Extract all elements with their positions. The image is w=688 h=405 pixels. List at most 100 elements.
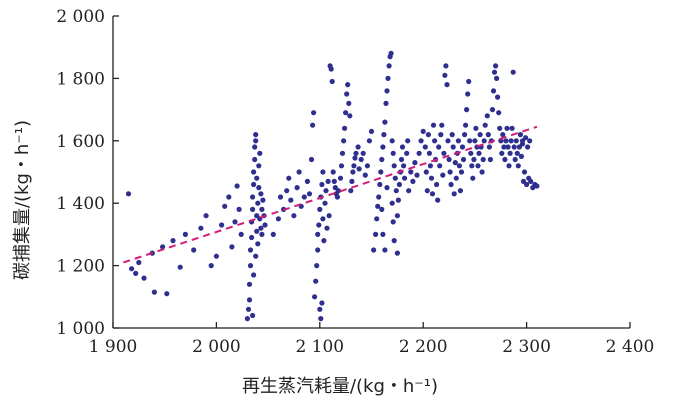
data-point [455, 138, 461, 144]
data-point [236, 206, 242, 212]
data-point [251, 272, 257, 278]
data-point [491, 69, 498, 75]
data-point [465, 91, 471, 97]
data-point [472, 138, 478, 144]
data-point [353, 150, 359, 156]
data-point [257, 150, 263, 156]
data-point [348, 188, 354, 194]
data-point [462, 132, 468, 138]
data-point [125, 191, 132, 197]
data-point [380, 144, 386, 150]
data-point [460, 156, 467, 163]
data-point [330, 169, 336, 175]
data-point [390, 150, 396, 156]
data-point [356, 166, 362, 172]
data-point [441, 150, 447, 156]
data-point [389, 138, 395, 144]
data-point [321, 238, 327, 244]
data-point [471, 156, 477, 163]
data-point [383, 100, 389, 106]
data-point [255, 200, 261, 206]
data-point [351, 163, 357, 169]
data-point [291, 213, 297, 219]
data-point [392, 175, 398, 181]
data-point [324, 225, 330, 231]
data-point [477, 132, 483, 138]
data-point [528, 178, 534, 184]
x-tick-label: 2 300 [502, 337, 551, 357]
data-point [384, 185, 390, 191]
x-tick-label: 2 400 [606, 337, 655, 357]
data-point [260, 197, 266, 203]
data-point [503, 138, 509, 144]
data-point [493, 63, 499, 69]
data-point [524, 181, 530, 188]
data-point [322, 200, 328, 206]
data-point [420, 128, 426, 134]
data-point [259, 206, 265, 212]
data-point [439, 122, 445, 128]
data-point [446, 156, 452, 163]
data-point [326, 213, 332, 219]
data-point [141, 275, 147, 281]
data-point [250, 206, 256, 212]
data-point [486, 144, 492, 150]
data-point [427, 163, 433, 169]
data-point [380, 231, 386, 237]
data-point [469, 163, 475, 169]
data-point [226, 194, 232, 200]
trend-line [123, 125, 538, 264]
data-point [394, 250, 400, 256]
data-point [375, 203, 381, 209]
data-point [253, 132, 259, 138]
data-point [405, 138, 411, 144]
data-point [422, 144, 428, 150]
data-point [250, 194, 256, 200]
data-point [222, 203, 228, 209]
data-point [315, 247, 321, 253]
data-point [430, 122, 437, 128]
data-point [250, 312, 256, 319]
data-point [449, 132, 455, 138]
data-point [485, 132, 491, 138]
data-point [448, 181, 454, 188]
data-point [251, 181, 257, 188]
data-point [317, 206, 323, 212]
data-point [473, 125, 479, 131]
data-point [479, 169, 485, 175]
data-point [208, 263, 214, 269]
data-point [412, 160, 418, 166]
data-point [512, 156, 518, 163]
data-point [497, 125, 503, 131]
data-point [252, 156, 258, 163]
data-point [438, 132, 444, 138]
data-point [388, 50, 394, 57]
data-point [253, 253, 259, 259]
data-point [296, 169, 302, 175]
data-point [401, 163, 407, 169]
data-point [366, 138, 372, 144]
data-point [136, 259, 142, 266]
data-point [527, 138, 533, 144]
data-point [398, 156, 405, 163]
data-point [435, 197, 441, 203]
data-point [337, 175, 344, 181]
data-point [344, 91, 350, 97]
data-point [452, 160, 458, 166]
data-point [482, 122, 488, 128]
data-point [342, 125, 348, 131]
data-point [371, 247, 377, 253]
data-point [501, 144, 507, 150]
data-point [191, 247, 197, 253]
data-point [506, 163, 512, 169]
data-point [232, 219, 238, 225]
y-tick-label: 2 000 [56, 7, 105, 27]
data-point [314, 263, 320, 269]
data-point [402, 175, 408, 181]
data-point [182, 231, 188, 237]
y-tick-label: 1 200 [56, 257, 105, 277]
data-point [467, 138, 473, 144]
data-point [509, 125, 515, 131]
data-point [500, 132, 506, 138]
x-tick-label: 2 000 [192, 337, 241, 357]
